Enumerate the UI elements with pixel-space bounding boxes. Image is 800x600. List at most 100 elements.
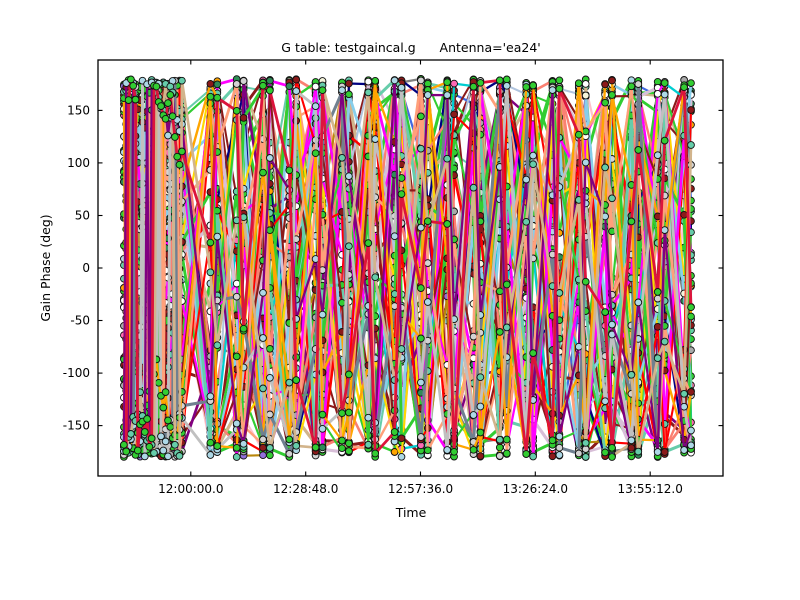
data-marker — [417, 223, 425, 232]
data-marker — [364, 413, 373, 422]
data-marker — [443, 78, 452, 87]
data-marker — [239, 324, 248, 333]
data-marker — [266, 373, 274, 382]
data-marker — [159, 403, 168, 412]
data-marker — [166, 91, 175, 99]
data-marker — [266, 451, 274, 460]
data-marker — [259, 435, 267, 444]
data-marker — [292, 376, 301, 384]
data-marker — [529, 349, 537, 357]
data-marker — [574, 130, 583, 139]
data-marker — [259, 334, 267, 342]
data-marker — [213, 80, 222, 89]
data-marker — [213, 341, 222, 350]
data-marker — [608, 76, 616, 85]
data-marker — [660, 448, 669, 456]
data-marker — [687, 426, 695, 435]
y-tick-label: 0 — [82, 261, 90, 275]
data-marker — [285, 166, 294, 175]
data-marker — [397, 345, 406, 353]
data-marker — [522, 175, 531, 184]
data-marker — [680, 83, 688, 92]
data-marker — [171, 440, 179, 449]
data-marker — [266, 154, 274, 162]
data-marker — [206, 268, 215, 277]
data-marker — [338, 153, 346, 162]
data-marker — [311, 102, 320, 111]
data-marker — [259, 288, 267, 297]
data-marker — [450, 447, 458, 456]
data-marker — [120, 440, 128, 449]
data-marker — [653, 322, 662, 331]
data-marker — [285, 449, 294, 458]
data-marker — [601, 163, 609, 172]
data-marker — [175, 160, 184, 169]
data-marker — [548, 86, 557, 94]
data-marker — [311, 149, 320, 158]
data-marker — [502, 280, 511, 289]
data-marker — [627, 444, 636, 452]
data-marker — [285, 82, 294, 91]
data-marker — [164, 416, 172, 425]
data-marker — [653, 448, 662, 456]
data-marker — [581, 277, 590, 286]
data-marker — [495, 435, 504, 444]
data-marker — [143, 415, 151, 423]
data-marker — [581, 127, 590, 136]
data-marker — [147, 434, 156, 443]
data-marker — [364, 440, 373, 449]
data-marker — [417, 433, 425, 441]
data-marker — [634, 447, 643, 456]
data-marker — [680, 389, 688, 398]
data-marker — [601, 397, 609, 406]
data-marker — [345, 242, 353, 251]
data-marker — [122, 447, 131, 456]
data-marker — [653, 89, 662, 98]
data-marker — [292, 441, 301, 450]
data-marker — [345, 370, 353, 379]
data-marker — [417, 284, 425, 292]
data-marker — [581, 453, 590, 461]
data-marker — [653, 354, 662, 363]
data-marker — [232, 419, 241, 428]
data-marker — [581, 80, 590, 88]
data-marker — [206, 438, 215, 447]
data-marker — [555, 76, 564, 85]
data-marker — [627, 217, 636, 226]
data-marker — [529, 81, 537, 90]
data-marker — [397, 434, 406, 443]
data-marker — [397, 190, 406, 198]
data-marker — [469, 445, 478, 454]
data-marker — [164, 131, 172, 140]
data-marker — [285, 435, 294, 444]
data-marker — [232, 292, 241, 301]
data-marker — [653, 294, 662, 303]
data-marker — [154, 378, 163, 387]
data-marker — [443, 91, 452, 99]
data-marker — [476, 402, 485, 411]
data-marker — [168, 112, 177, 121]
data-marker — [371, 135, 380, 143]
data-marker — [660, 226, 669, 234]
data-marker — [581, 91, 590, 100]
chart-title: G table: testgaincal.g Antenna='ea24' — [281, 40, 541, 55]
data-marker — [318, 86, 327, 95]
data-marker — [581, 158, 590, 167]
data-marker — [390, 428, 399, 436]
data-marker — [259, 168, 267, 177]
data-marker — [371, 273, 380, 282]
data-marker — [450, 79, 458, 88]
data-marker — [687, 79, 695, 87]
data-marker — [371, 449, 380, 458]
data-marker — [529, 160, 537, 169]
data-marker — [232, 352, 241, 361]
y-tick-label: -50 — [70, 314, 90, 328]
data-marker — [213, 232, 222, 241]
data-marker — [127, 430, 135, 438]
data-marker — [318, 310, 327, 319]
data-marker — [476, 78, 485, 87]
data-marker — [680, 210, 688, 219]
data-marker — [318, 443, 327, 452]
data-marker — [423, 446, 432, 455]
data-marker — [232, 443, 241, 452]
